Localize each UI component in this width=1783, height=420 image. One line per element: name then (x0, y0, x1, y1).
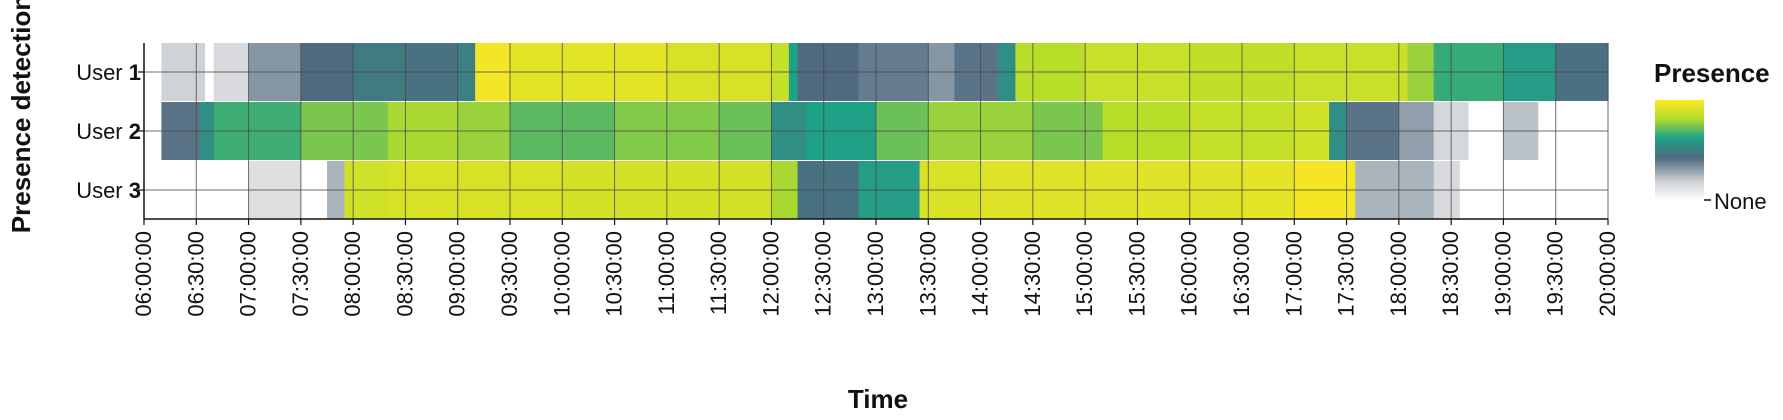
axes (143, 43, 1608, 220)
x-tick-label: 06:00:00 (131, 231, 156, 317)
x-tick-label: 11:00:00 (654, 231, 679, 315)
x-tick-label: 17:00:00 (1281, 231, 1306, 317)
legend-none-label: None (1714, 189, 1767, 214)
row-label-user-3: User 3 (76, 178, 141, 203)
row-label-prefix: User (76, 178, 129, 203)
x-tick-label: 10:00:00 (549, 231, 574, 317)
x-tick-label: 06:30:00 (183, 231, 208, 317)
x-tick-label: 12:00:00 (758, 231, 783, 317)
x-tick-label: 17:30:00 (1334, 231, 1359, 317)
row-label-prefix: User (76, 119, 129, 144)
y-axis-title: Presence detection (6, 0, 36, 233)
row-label-id: 2 (129, 119, 141, 144)
row-label-prefix: User (76, 60, 129, 85)
x-tick-label: 19:30:00 (1543, 231, 1568, 317)
x-tick-label: 11:30:00 (706, 231, 731, 315)
row-label-id: 3 (129, 178, 141, 203)
x-tick-label: 08:30:00 (392, 231, 417, 317)
color-legend: Presence None (1654, 58, 1770, 214)
row-label-id: 1 (129, 60, 141, 85)
x-tick-label: 15:00:00 (1072, 231, 1097, 317)
x-tick-label: 07:30:00 (288, 231, 313, 317)
x-tick-label: 14:00:00 (968, 231, 993, 317)
row-label-user-2: User 2 (76, 119, 141, 144)
row-label-user-1: User 1 (76, 60, 141, 85)
x-tick-label: 10:30:00 (602, 231, 627, 317)
x-tick-label: 15:30:00 (1124, 231, 1149, 317)
x-tick-label: 08:00:00 (340, 231, 365, 317)
x-tick-label: 09:30:00 (497, 231, 522, 317)
legend-title: Presence (1654, 58, 1770, 88)
x-tick-label: 16:00:00 (1177, 231, 1202, 317)
x-tick-label: 18:30:00 (1438, 231, 1463, 317)
x-tick-label: 16:30:00 (1229, 231, 1254, 317)
legend-color-bar (1655, 100, 1704, 200)
x-tick-label: 14:30:00 (1020, 231, 1045, 317)
x-tick-label: 12:30:00 (811, 231, 836, 317)
grid-lines (138, 43, 1609, 225)
x-tick-label: 09:00:00 (445, 231, 470, 317)
x-tick-label: 19:00:00 (1490, 231, 1515, 317)
x-tick-label: 13:00:00 (863, 231, 888, 317)
x-tick-label: 18:00:00 (1386, 231, 1411, 317)
x-tick-label: 20:00:00 (1595, 231, 1620, 317)
x-tick-label: 13:30:00 (915, 231, 940, 317)
x-tick-labels: 06:00:00 06:30:00 07:00:00 07:30:00 08:00:00… (131, 231, 1620, 317)
x-axis-title: Time (848, 384, 908, 414)
x-tick-label: 07:00:00 (236, 231, 261, 317)
